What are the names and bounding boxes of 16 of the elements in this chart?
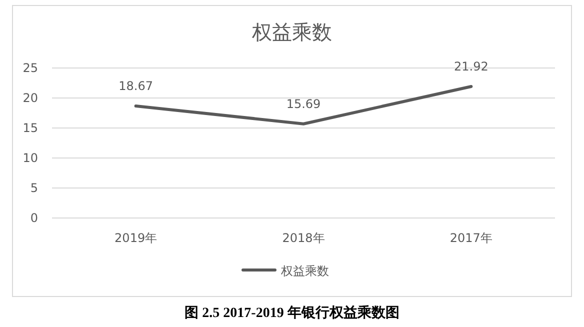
x-tick-label: 2018年 bbox=[282, 231, 325, 245]
data-label: 18.67 bbox=[118, 78, 154, 93]
legend-item: 权益乘数 bbox=[242, 264, 329, 278]
x-tick-label: 2017年 bbox=[450, 231, 492, 245]
x-tick-label: 2019年 bbox=[114, 231, 158, 245]
data-label: 21.92 bbox=[454, 59, 488, 74]
y-tick-label: 25 bbox=[22, 61, 38, 75]
data-label: 15.69 bbox=[286, 96, 321, 111]
y-tick-label: 5 bbox=[30, 181, 38, 195]
y-tick-label: 10 bbox=[22, 151, 38, 165]
caption: 图 2.5 2017-2019 年银行权益乘数图 bbox=[184, 305, 400, 321]
y-tick-label: 15 bbox=[22, 121, 38, 135]
y-tick-label: 0 bbox=[30, 211, 38, 225]
legend-label: 权益乘数 bbox=[280, 264, 329, 278]
y-tick-label: 20 bbox=[22, 91, 38, 105]
chart-title: 权益乘数 bbox=[251, 20, 332, 44]
